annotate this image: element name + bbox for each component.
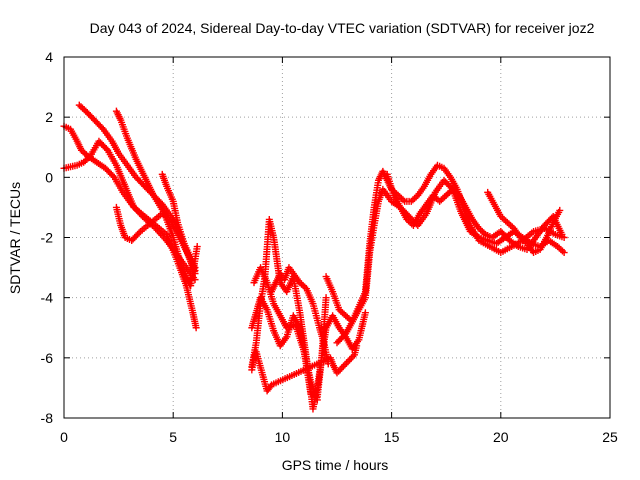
data-marks <box>60 101 568 413</box>
series-track-l <box>333 161 568 347</box>
data-point <box>98 124 106 132</box>
data-point <box>339 362 347 370</box>
y-tick-label: 2 <box>45 109 53 125</box>
x-tick-label: 15 <box>384 429 400 445</box>
data-point <box>191 276 199 284</box>
series-track-j <box>267 264 332 368</box>
data-point <box>166 217 174 225</box>
series-track-d <box>112 107 201 290</box>
x-tick-label: 0 <box>60 429 68 445</box>
data-point <box>347 354 355 362</box>
axis-ticks: 0 5 10 15 20 25 -8 -6 -4 -2 0 2 4 <box>41 49 618 445</box>
data-point <box>109 172 117 180</box>
y-tick-label: 0 <box>45 169 53 185</box>
data-point <box>192 324 200 332</box>
series-track-c <box>75 101 199 272</box>
data-point <box>556 206 564 214</box>
data-point <box>558 230 566 238</box>
data-point <box>322 294 330 302</box>
y-tick-label: 4 <box>45 49 53 65</box>
y-axis-label: SDTVAR / TECUs <box>7 182 23 294</box>
data-point <box>340 331 348 339</box>
x-tick-label: 10 <box>275 429 291 445</box>
y-tick-label: -6 <box>41 350 54 366</box>
x-tick-label: 20 <box>493 429 509 445</box>
series-track-m <box>383 170 566 254</box>
series-track-o <box>248 342 361 395</box>
data-point <box>191 270 199 278</box>
data-point <box>560 249 568 257</box>
data-point <box>361 309 369 317</box>
data-point <box>193 243 201 251</box>
grid <box>64 57 610 418</box>
x-tick-label: 5 <box>169 429 177 445</box>
series-track-n <box>484 188 564 257</box>
data-point <box>343 359 351 367</box>
x-axis-label: GPS time / hours <box>282 457 389 473</box>
series-track-f <box>158 170 199 278</box>
data-point <box>344 357 352 365</box>
y-tick-label: -4 <box>41 290 54 306</box>
y-tick-label: -8 <box>41 410 54 426</box>
data-point <box>102 145 110 153</box>
chart-title: Day 043 of 2024, Sidereal Day-to-day VTE… <box>90 20 595 36</box>
data-point <box>353 342 361 350</box>
data-point <box>341 361 349 369</box>
x-tick-label: 25 <box>602 429 618 445</box>
data-point <box>346 356 354 364</box>
y-tick-label: -2 <box>41 230 54 246</box>
